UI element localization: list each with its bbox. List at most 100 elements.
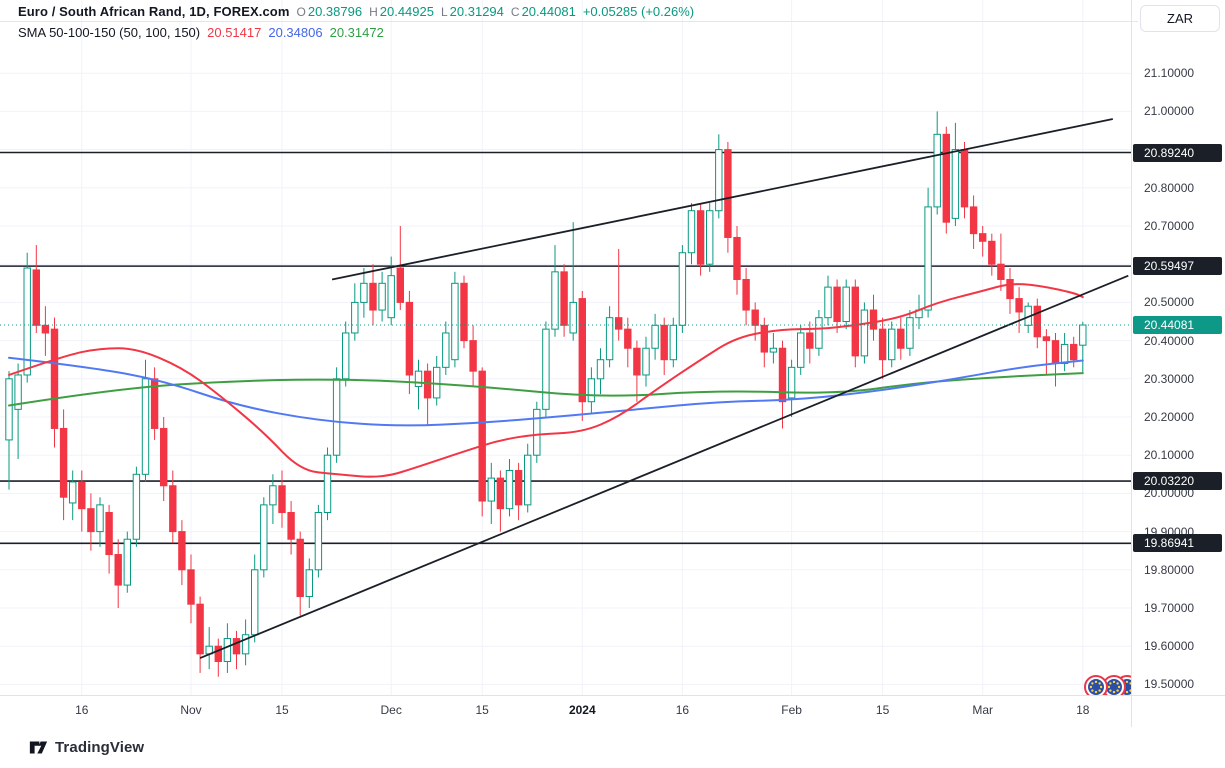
candle bbox=[496, 470, 505, 532]
time-axis-label: 15 bbox=[475, 703, 489, 717]
close-label: C bbox=[510, 5, 520, 19]
candle-body bbox=[524, 454, 532, 506]
candle-body bbox=[69, 481, 77, 504]
candle-body bbox=[878, 328, 887, 361]
trend-line-upper-channel[interactable] bbox=[331, 118, 1114, 281]
price-axis-label: 19.60000 bbox=[1144, 639, 1195, 654]
candle-body bbox=[1051, 340, 1060, 365]
candle bbox=[897, 317, 905, 360]
candle-body bbox=[933, 133, 941, 208]
candle-series bbox=[5, 111, 1087, 677]
candle bbox=[997, 233, 1005, 291]
candle-body bbox=[724, 149, 732, 238]
time-axis-label: Mar bbox=[972, 703, 994, 717]
candle-body bbox=[651, 324, 659, 349]
candle-body bbox=[278, 485, 286, 514]
candle bbox=[169, 470, 177, 544]
candle-body bbox=[687, 210, 696, 254]
candle-body bbox=[660, 324, 668, 361]
candle bbox=[969, 195, 978, 249]
candle-body bbox=[715, 149, 723, 212]
candle-body bbox=[187, 569, 195, 605]
candle-body bbox=[897, 328, 905, 349]
candle-body bbox=[787, 366, 796, 399]
candle-body bbox=[478, 370, 486, 502]
candle bbox=[933, 111, 941, 215]
candle bbox=[96, 497, 104, 547]
candle-body bbox=[760, 324, 768, 353]
candle bbox=[442, 321, 450, 375]
time-axis-label: 2024 bbox=[568, 703, 596, 717]
candle-body bbox=[833, 286, 841, 322]
sma50-value: 20.51417 bbox=[207, 25, 262, 40]
level-price-badge: 20.03220 bbox=[1133, 472, 1222, 491]
candle-body bbox=[1070, 343, 1078, 361]
candle-body bbox=[533, 408, 541, 456]
eu-flag-icon[interactable] bbox=[1084, 675, 1108, 698]
eu-flag-icon[interactable] bbox=[1102, 675, 1126, 698]
candle bbox=[41, 306, 50, 356]
candle-body bbox=[1060, 343, 1069, 365]
candle-body bbox=[596, 359, 605, 380]
candle bbox=[405, 290, 414, 395]
candle-body bbox=[969, 206, 978, 235]
candle bbox=[14, 363, 22, 460]
currency-button[interactable]: ZAR bbox=[1140, 5, 1220, 32]
candle-body bbox=[624, 328, 632, 349]
sma100-line[interactable] bbox=[8, 356, 1084, 427]
candle-body bbox=[342, 332, 350, 380]
candle-body bbox=[169, 485, 177, 533]
candle-body bbox=[824, 286, 832, 319]
candle-body bbox=[751, 309, 759, 326]
candle-body bbox=[251, 569, 259, 636]
candle bbox=[23, 252, 31, 383]
tradingview-logo-icon bbox=[29, 741, 48, 754]
candle-body bbox=[696, 210, 705, 265]
indicator-label[interactable]: SMA 50-100-150 (50, 100, 150) bbox=[18, 25, 201, 40]
candle-body bbox=[160, 427, 168, 487]
candle bbox=[260, 497, 268, 578]
price-axis-label: 19.50000 bbox=[1144, 677, 1195, 692]
candle bbox=[278, 470, 286, 528]
sma150-line[interactable] bbox=[8, 372, 1084, 407]
candle-body bbox=[869, 309, 878, 330]
time-axis-label: 18 bbox=[1076, 703, 1090, 717]
candle bbox=[942, 126, 950, 234]
time-axis-label: Dec bbox=[380, 703, 402, 717]
candle-body bbox=[1042, 336, 1051, 342]
candle bbox=[924, 187, 932, 318]
close-value: 20.44081 bbox=[521, 4, 576, 19]
candle bbox=[560, 264, 568, 337]
candle-body bbox=[223, 638, 232, 662]
time-axis-label: 15 bbox=[275, 703, 289, 717]
candle bbox=[769, 332, 778, 364]
tradingview-logo[interactable]: TradingView bbox=[29, 738, 144, 757]
candle bbox=[232, 630, 241, 670]
candle bbox=[778, 340, 787, 429]
candle bbox=[187, 554, 195, 624]
candle bbox=[797, 325, 805, 375]
candle-body bbox=[132, 473, 141, 540]
sma50-line[interactable] bbox=[8, 283, 1084, 478]
price-axis[interactable]: 21.10000 21.00000 20.80000 20.70000 20.50000… bbox=[1132, 0, 1225, 695]
level-price-badge: 20.89240 bbox=[1133, 143, 1222, 162]
candle-body bbox=[888, 328, 896, 361]
candle bbox=[551, 245, 559, 337]
symbol-title[interactable]: Euro / South African Rand, 1D, FOREX.com bbox=[18, 4, 290, 19]
candle bbox=[69, 470, 77, 521]
candle bbox=[514, 462, 523, 521]
candle-body bbox=[396, 267, 405, 303]
low-value: 20.31294 bbox=[449, 4, 504, 19]
candle bbox=[469, 325, 477, 387]
candle bbox=[878, 317, 887, 379]
time-axis[interactable]: 16 Nov 15 Dec 15 2024 16 Feb 15 Mar 18 bbox=[0, 695, 1131, 727]
candle bbox=[342, 321, 350, 387]
candle-body bbox=[778, 347, 787, 403]
trend-line-lower-channel[interactable] bbox=[199, 274, 1129, 659]
level-price-badge: 19.86941 bbox=[1133, 534, 1222, 553]
sma100-value: 20.34806 bbox=[268, 25, 323, 40]
price-axis-label: 20.40000 bbox=[1144, 333, 1195, 348]
candle bbox=[660, 317, 668, 375]
candle-body bbox=[378, 282, 386, 311]
